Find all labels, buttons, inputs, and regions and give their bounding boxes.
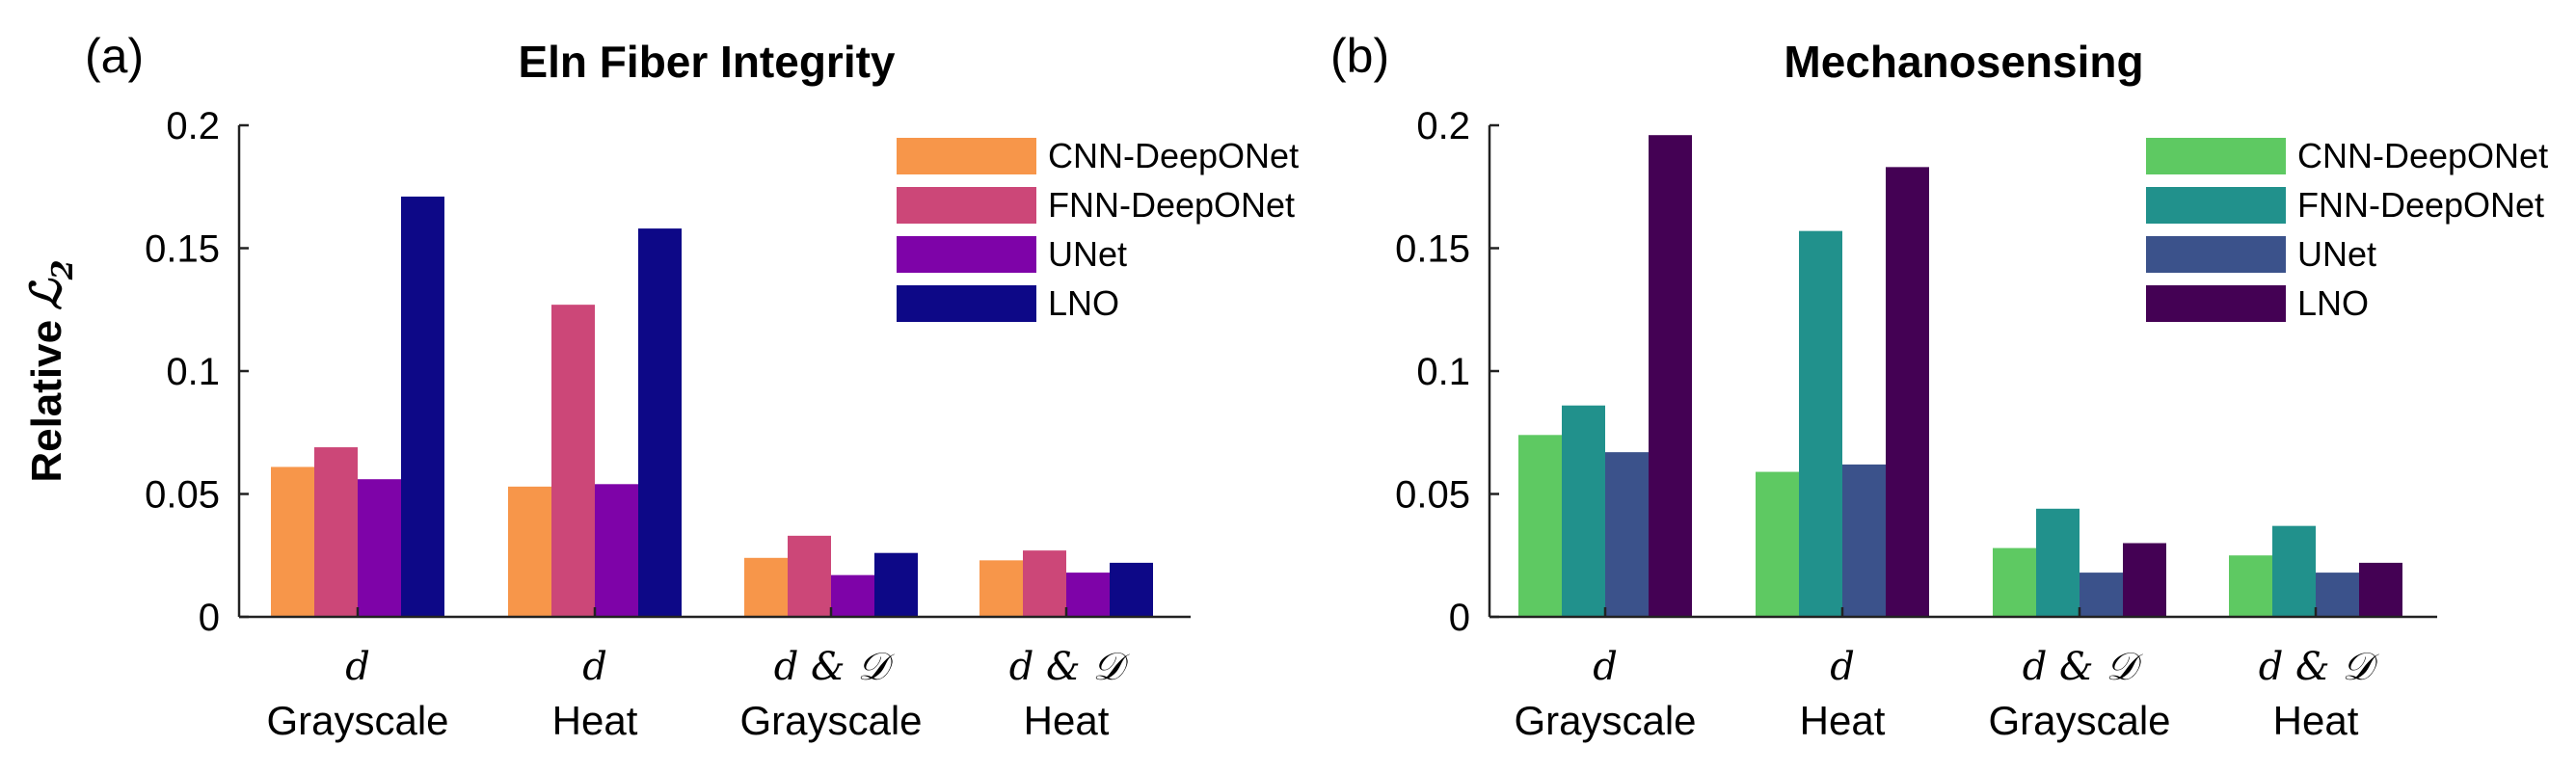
- bar-fnn-deeponet-1: [1799, 230, 1842, 617]
- legend-label: CNN-DeepONet: [1048, 136, 1299, 175]
- y-axis-label-prefix: Relative: [23, 320, 70, 483]
- legend-label: LNO: [1048, 283, 1119, 323]
- y-tick-label: 0: [1449, 597, 1470, 639]
- legend-swatch: [2146, 236, 2286, 273]
- legend-swatch: [2146, 187, 2286, 224]
- legend-label: FNN-DeepONet: [1048, 185, 1295, 225]
- x-tick-label-top: d: [345, 645, 370, 689]
- bar-lno-2: [874, 552, 918, 617]
- legend-swatch: [897, 138, 1036, 174]
- bar-lno-3: [1110, 562, 1153, 617]
- y-tick-label: 0.1: [1416, 351, 1470, 393]
- bar-lno-0: [1649, 135, 1692, 617]
- x-tick-label-top: d: [582, 645, 607, 689]
- bar-lno-1: [1886, 167, 1929, 617]
- legend-swatch: [897, 187, 1036, 224]
- legend-swatch: [2146, 285, 2286, 322]
- legend-label: UNet: [2297, 234, 2376, 274]
- bar-unet-0: [358, 479, 401, 617]
- bar-unet-3: [2316, 573, 2359, 617]
- bar-unet-1: [1842, 464, 1886, 617]
- x-tick-label-top: d & 𝒟: [774, 645, 896, 689]
- x-tick-label-bottom: Grayscale: [739, 698, 922, 743]
- panel-label: (b): [1330, 29, 1389, 83]
- bar-fnn-deeponet-3: [1023, 550, 1066, 617]
- panel-b: (b) Mechanosensing 0 0.05 0.1 0.15 0.2 d Graysca…: [1330, 29, 2548, 743]
- y-tick-label: 0.2: [1416, 105, 1470, 147]
- x-tick-label-bottom: Heat: [1024, 698, 1110, 743]
- bar-cnn-deeponet-1: [508, 486, 551, 617]
- x-tick-label-top: d: [1830, 645, 1855, 689]
- bar-cnn-deeponet-2: [744, 557, 788, 617]
- bar-unet-0: [1605, 452, 1649, 617]
- y-axis-label-symbol: ℒ: [22, 278, 71, 310]
- bar-cnn-deeponet-0: [271, 466, 314, 617]
- x-tick-label-bottom: Grayscale: [1514, 698, 1696, 743]
- panel-label: (a): [85, 29, 144, 83]
- chart-title: Eln Fiber Integrity: [518, 37, 895, 87]
- x-tick-label-bottom: Grayscale: [1988, 698, 2170, 743]
- x-tick-label-top: d & 𝒟: [2023, 645, 2144, 689]
- bar-cnn-deeponet-3: [979, 560, 1023, 617]
- x-tick-label-top: d: [1593, 645, 1618, 689]
- x-tick-label-top: d & 𝒟: [2259, 645, 2380, 689]
- x-tick-label-bottom: Heat: [552, 698, 638, 743]
- bar-fnn-deeponet-2: [788, 535, 831, 617]
- bar-lno-2: [2123, 543, 2166, 617]
- y-axis-label: Relative ℒ2: [22, 259, 80, 482]
- bar-lno-1: [638, 228, 682, 617]
- x-tick-label-top: d & 𝒟: [1009, 645, 1131, 689]
- bar-unet-3: [1066, 573, 1110, 617]
- x-tick-label-bottom: Grayscale: [266, 698, 448, 743]
- legend-swatch: [2146, 138, 2286, 174]
- y-tick-label: 0.05: [145, 474, 220, 517]
- bar-lno-0: [401, 196, 444, 617]
- bar-fnn-deeponet-0: [1562, 405, 1605, 617]
- legend-label: CNN-DeepONet: [2297, 136, 2548, 175]
- bar-cnn-deeponet-3: [2229, 555, 2272, 617]
- bar-fnn-deeponet-0: [314, 447, 358, 617]
- legend-label: UNet: [1048, 234, 1127, 274]
- y-tick-label: 0.2: [166, 105, 220, 147]
- bar-fnn-deeponet-2: [2036, 508, 2080, 617]
- bar-cnn-deeponet-1: [1756, 471, 1799, 617]
- bar-fnn-deeponet-1: [551, 305, 595, 617]
- legend-label: LNO: [2297, 283, 2369, 323]
- x-tick-label-bottom: Heat: [1800, 698, 1886, 743]
- y-axis-label-subscript: 2: [46, 259, 80, 280]
- bar-fnn-deeponet-3: [2272, 525, 2316, 617]
- y-tick-label: 0.15: [1395, 228, 1470, 271]
- bar-unet-2: [831, 574, 874, 617]
- y-tick-label: 0.15: [145, 228, 220, 271]
- legend-label: FNN-DeepONet: [2297, 185, 2544, 225]
- y-tick-label: 0.1: [166, 351, 220, 393]
- y-tick-label: 0: [199, 597, 220, 639]
- bar-unet-2: [2080, 573, 2123, 617]
- legend-swatch: [897, 285, 1036, 322]
- x-tick-label-bottom: Heat: [2273, 698, 2359, 743]
- bar-cnn-deeponet-2: [1993, 547, 2036, 617]
- legend-swatch: [897, 236, 1036, 273]
- bar-cnn-deeponet-0: [1518, 435, 1562, 617]
- panel-a: (a) Eln Fiber Integrity 0 0.05 0.1 0.15 0.2 d Gr…: [85, 29, 1299, 743]
- bar-unet-1: [595, 484, 638, 617]
- y-tick-label: 0.05: [1395, 474, 1470, 517]
- bar-lno-3: [2359, 562, 2402, 617]
- chart-title: Mechanosensing: [1784, 37, 2143, 87]
